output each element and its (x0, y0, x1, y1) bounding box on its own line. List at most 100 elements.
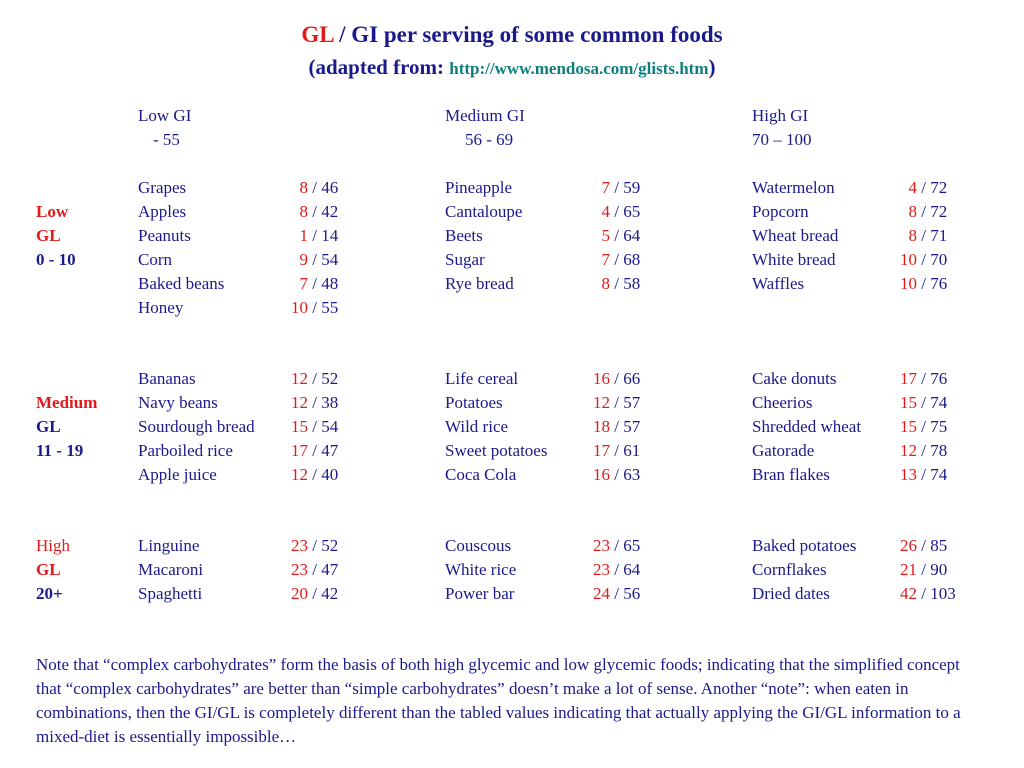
gl-gi-value: 12 / 52 (284, 367, 354, 391)
gi-value: 47 (321, 560, 339, 579)
gl-value: 18 (593, 417, 610, 436)
gl-value: 12 (291, 393, 308, 412)
gl-gi-value: 12 / 78 (893, 439, 973, 463)
food-name: Pineapple (445, 178, 513, 197)
gl-gi-separator: / (308, 250, 322, 269)
food-name: Honey (138, 298, 184, 317)
gl-gi-separator: / (610, 560, 624, 579)
gl-value: 12 (900, 441, 917, 460)
gi-value: 74 (930, 465, 948, 484)
gi-value: 59 (623, 178, 641, 197)
gi-value: 76 (930, 369, 948, 388)
food-name: Beets (445, 226, 483, 245)
gl-value: 10 (291, 298, 308, 317)
gl-gi-value: 5 / 64 (586, 224, 656, 248)
gl-gi-value: 16 / 63 (586, 463, 656, 487)
food-name: Navy beans (138, 393, 218, 412)
group-label-line: GL (36, 417, 61, 436)
gl-gi-separator: / (917, 369, 931, 388)
gi-value: 38 (321, 393, 339, 412)
food-name: White bread (752, 250, 836, 269)
food-name: Bananas (138, 369, 196, 388)
gl-value: 23 (593, 560, 610, 579)
gl-gi-separator: / (610, 250, 624, 269)
gl-value: 12 (593, 393, 610, 412)
gi-value: 103 (930, 584, 956, 603)
gl-gi-separator: / (917, 202, 931, 221)
gl-gi-value: 21 / 90 (893, 558, 973, 582)
gl-gi-separator: / (610, 202, 624, 221)
gl-gi-value: 20 / 42 (284, 582, 354, 606)
gl-gi-value: 12 / 38 (284, 391, 354, 415)
header-low-gi: Low GI - 55 (138, 104, 191, 152)
food-name: White rice (445, 560, 517, 579)
gi-value: 55 (321, 298, 339, 317)
gl-value: 8 (299, 178, 309, 197)
gi-value: 85 (930, 536, 948, 555)
gi-value: 52 (321, 369, 339, 388)
gl-gi-column: 17 / 76 15 / 74 15 / 75 12 / 78 13 / 74 (893, 367, 973, 487)
gl-gi-value: 26 / 85 (893, 534, 973, 558)
row-group-label: Low GL 0 - 10 (36, 200, 76, 272)
gl-value: 15 (900, 393, 917, 412)
gl-value: 42 (900, 584, 917, 603)
gl-gi-separator: / (610, 536, 624, 555)
gl-gi-separator: / (917, 536, 931, 555)
gl-gi-separator: / (917, 226, 931, 245)
gl-value: 8 (908, 226, 918, 245)
source-link[interactable]: http://www.mendosa.com/glists.htm (449, 59, 709, 78)
gl-gi-separator: / (610, 369, 624, 388)
gl-gi-separator: / (917, 560, 931, 579)
gl-gi-value: 7 / 68 (586, 248, 656, 272)
gl-value: 5 (601, 226, 611, 245)
gl-gi-value: 17 / 47 (284, 439, 354, 463)
gl-gi-value: 17 / 76 (893, 367, 973, 391)
group-label-line: GL (36, 226, 61, 245)
gl-gi-separator: / (308, 441, 322, 460)
gl-gi-value: 42 / 103 (893, 582, 973, 606)
food-name: Baked potatoes (752, 536, 857, 555)
gi-value: 14 (321, 226, 339, 245)
gl-gi-value: 12 / 57 (586, 391, 656, 415)
gi-value: 66 (623, 369, 641, 388)
gl-gi-separator: / (308, 584, 322, 603)
gi-value: 54 (321, 417, 339, 436)
row-group-label: Medium GL 11 - 19 (36, 391, 97, 463)
food-name-column: Couscous White rice Power bar (445, 534, 516, 606)
food-name-column: Cake donuts Cheerios Shredded wheat Gatorad… (752, 367, 861, 487)
gl-gi-value: 23 / 64 (586, 558, 656, 582)
food-name: Cheerios (752, 393, 813, 412)
food-name: Corn (138, 250, 172, 269)
gl-gi-value: 8 / 58 (586, 272, 656, 296)
gl-value: 26 (900, 536, 917, 555)
gl-gi-separator: / (610, 226, 624, 245)
food-name: Grapes (138, 178, 187, 197)
gi-value: 74 (930, 393, 948, 412)
gl-gi-separator: / (308, 417, 322, 436)
food-name: Sourdough bread (138, 417, 255, 436)
gl-value: 7 (601, 250, 611, 269)
gl-value: 23 (291, 560, 308, 579)
food-name: Sweet potatoes (445, 441, 548, 460)
food-name: Power bar (445, 584, 515, 603)
gl-gi-separator: / (308, 560, 322, 579)
gl-value: 10 (900, 250, 917, 269)
gl-gi-value: 10 / 55 (284, 296, 354, 320)
gl-gi-value: 10 / 76 (893, 272, 973, 296)
gl-gi-value: 18 / 57 (586, 415, 656, 439)
food-name: Watermelon (752, 178, 835, 197)
gl-gi-value: 15 / 54 (284, 415, 354, 439)
food-name: Spaghetti (138, 584, 203, 603)
row-group-label: High GL 20+ (36, 534, 70, 606)
gl-gi-separator: / (917, 178, 931, 197)
food-name-column: Life cereal Potatoes Wild rice Sweet potato… (445, 367, 547, 487)
gi-value: 90 (930, 560, 948, 579)
gl-value: 10 (900, 274, 917, 293)
gl-value: 17 (900, 369, 917, 388)
group-label-line: 0 - 10 (36, 250, 76, 269)
gl-value: 20 (291, 584, 308, 603)
header-high-gi: High GI 70 – 100 (752, 104, 812, 152)
gi-value: 64 (623, 560, 641, 579)
food-name: Apples (138, 202, 187, 221)
gi-value: 56 (623, 584, 641, 603)
